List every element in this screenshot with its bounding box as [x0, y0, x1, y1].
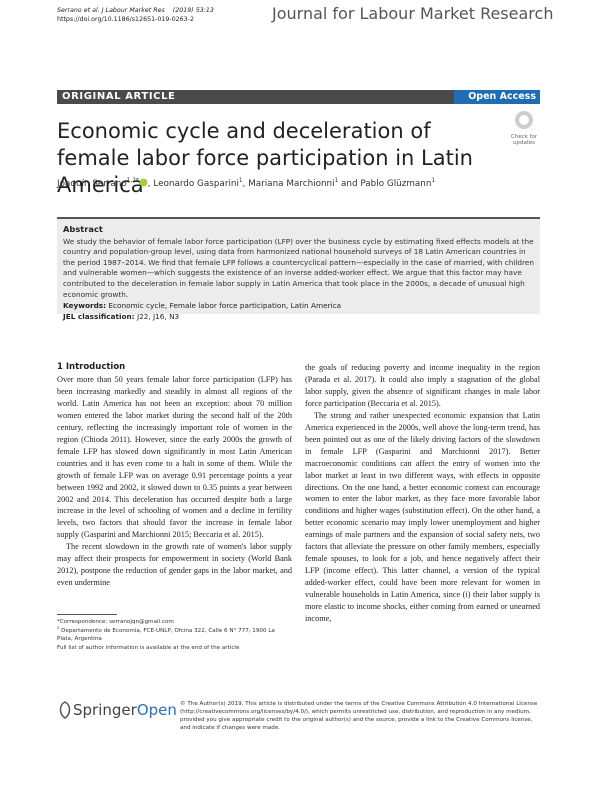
badge-text: Check for updates: [510, 134, 538, 146]
orcid-icon: [139, 178, 148, 187]
connector: ,: [242, 179, 249, 189]
keywords: Economic cycle, Female labor force parti…: [108, 301, 342, 311]
author: Pablo Glüzmann: [360, 179, 432, 189]
journal-title: Journal for Labour Market Research: [272, 4, 554, 23]
author: Joaquín Serrano: [57, 179, 127, 189]
article-type: ORIGINAL ARTICLE: [62, 91, 176, 102]
affiliation: 2 Departamento de Economía, FCE-UNLP, Of…: [57, 625, 292, 644]
license: © The Author(s) 2019. This article is di…: [180, 701, 538, 731]
affil-mark: 1: [334, 178, 339, 185]
keywords-label: Keywords:: [63, 301, 107, 311]
author: Mariana Marchionni: [248, 179, 335, 189]
paragraph: Over more than 50 years female labor for…: [57, 375, 292, 540]
doi: https://doi.org/10.1186/s12651-019-0263-…: [57, 16, 194, 23]
affil-mark: 1: [238, 178, 243, 185]
citation: Serrano et al. J Labour Market Res: [57, 7, 165, 14]
abstract-text: We study the behavior of female labor fo…: [63, 236, 534, 299]
column-right: the goals of reducing poverty and income…: [305, 362, 540, 625]
logo-icon: [59, 701, 71, 719]
affil-mark: 1: [431, 178, 436, 185]
brand: Springer: [73, 701, 137, 719]
keywords-line: Keywords: Economic cycle, Female labor f…: [63, 301, 534, 312]
header-meta: Serrano et al. J Labour Market Res (2019…: [57, 6, 214, 24]
footnote-rule: [57, 614, 117, 615]
affil-mark: 1,2*: [126, 178, 139, 185]
volume: (2019) 53:13: [172, 7, 214, 14]
publisher-logo: SpringerOpen: [57, 700, 177, 719]
paragraph: The recent slowdown in the growth rate o…: [57, 542, 292, 588]
affil-text: Departamento de Economía, FCE-UNLP, Ofci…: [57, 627, 275, 643]
citation-line: Serrano et al. J Labour Market Res (2019…: [57, 6, 214, 15]
connector: and: [338, 179, 361, 189]
column-left: Over more than 50 years female labor for…: [57, 374, 292, 589]
jel-line: JEL classification: J22, J16, N3: [63, 312, 534, 323]
jel: J22, J16, N3: [136, 311, 180, 321]
badge-icon: [515, 111, 533, 129]
paragraph: the goals of reducing poverty and income…: [305, 363, 540, 408]
paragraph: The strong and rather unexpected economi…: [305, 410, 540, 624]
article-title: Economic cycle and deceleration of femal…: [57, 119, 473, 197]
section-heading: 1 Introduction: [57, 362, 126, 372]
banner: ORIGINAL ARTICLE Open Access: [57, 90, 540, 104]
more-info: Full list of author information is avail…: [57, 644, 240, 651]
abstract-box: Abstract We study the behavior of female…: [57, 217, 540, 321]
jel-label: JEL classification:: [63, 311, 135, 321]
brand-suffix: Open: [136, 701, 177, 719]
author: Leonardo Gasparini: [153, 179, 239, 189]
correspondence: *Correspondence: serranojqn@gmail.com: [57, 619, 174, 625]
footnotes: *Correspondence: serranojqn@gmail.com 2 …: [57, 618, 292, 652]
connector: ,: [147, 179, 154, 189]
authors: Joaquín Serrano1,2*, Leonardo Gasparini1…: [57, 178, 435, 189]
open-access: Open Access: [454, 90, 540, 104]
abstract-heading: Abstract: [63, 224, 103, 234]
check-updates-badge: Check for updates: [508, 110, 540, 146]
affil-mark: 2: [57, 625, 60, 630]
